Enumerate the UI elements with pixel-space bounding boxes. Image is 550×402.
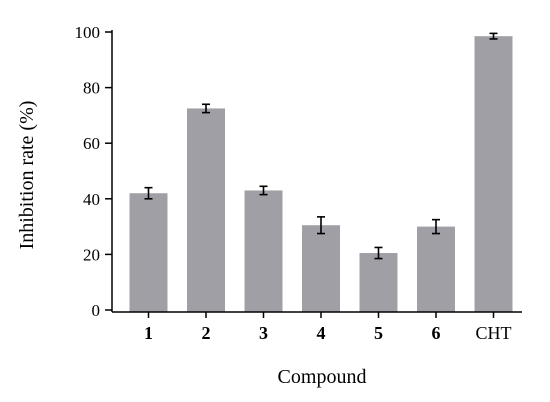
bar-CHT — [474, 36, 513, 313]
error-bar-5 — [374, 246, 383, 260]
x-tick-label-2: 2 — [202, 323, 211, 343]
y-ticks-layer: 0 20 40 60 80 100 — [75, 23, 112, 320]
y-tick-label: 100 — [75, 23, 101, 42]
error-bar-4 — [317, 216, 325, 235]
error-bar-CHT — [489, 32, 498, 40]
error-bar-3 — [259, 185, 268, 196]
error-bars-layer — [144, 32, 498, 260]
y-tick-label: 60 — [83, 134, 100, 153]
y-tick-label: 40 — [83, 190, 100, 209]
bar-2 — [187, 108, 225, 312]
x-tick-label-6: 6 — [432, 323, 441, 343]
bar-3 — [244, 190, 283, 312]
y-tick-label: 80 — [83, 79, 100, 98]
x-tick-label-3: 3 — [259, 323, 268, 343]
y-tick-label: 20 — [83, 245, 100, 264]
x-tick-label-1: 1 — [144, 323, 153, 343]
x-tick-label-5: 5 — [374, 323, 383, 343]
x-tick-label-CHT: CHT — [476, 323, 512, 343]
bar-4 — [302, 225, 340, 312]
error-bar-2 — [202, 103, 210, 114]
bars-layer — [129, 36, 513, 313]
bar-6 — [417, 226, 455, 312]
bar-5 — [359, 253, 398, 312]
x-axis-title: Compound — [278, 366, 367, 388]
x-ticks-layer: 1 2 3 4 5 6 CHT — [144, 312, 512, 343]
error-bar-6 — [432, 218, 440, 235]
bar-1 — [129, 193, 168, 312]
x-tick-label-4: 4 — [317, 323, 326, 343]
y-tick-label: 0 — [92, 301, 101, 320]
y-axis-title: Inhibition rate (%) — [16, 101, 38, 250]
error-bar-1 — [144, 186, 153, 200]
